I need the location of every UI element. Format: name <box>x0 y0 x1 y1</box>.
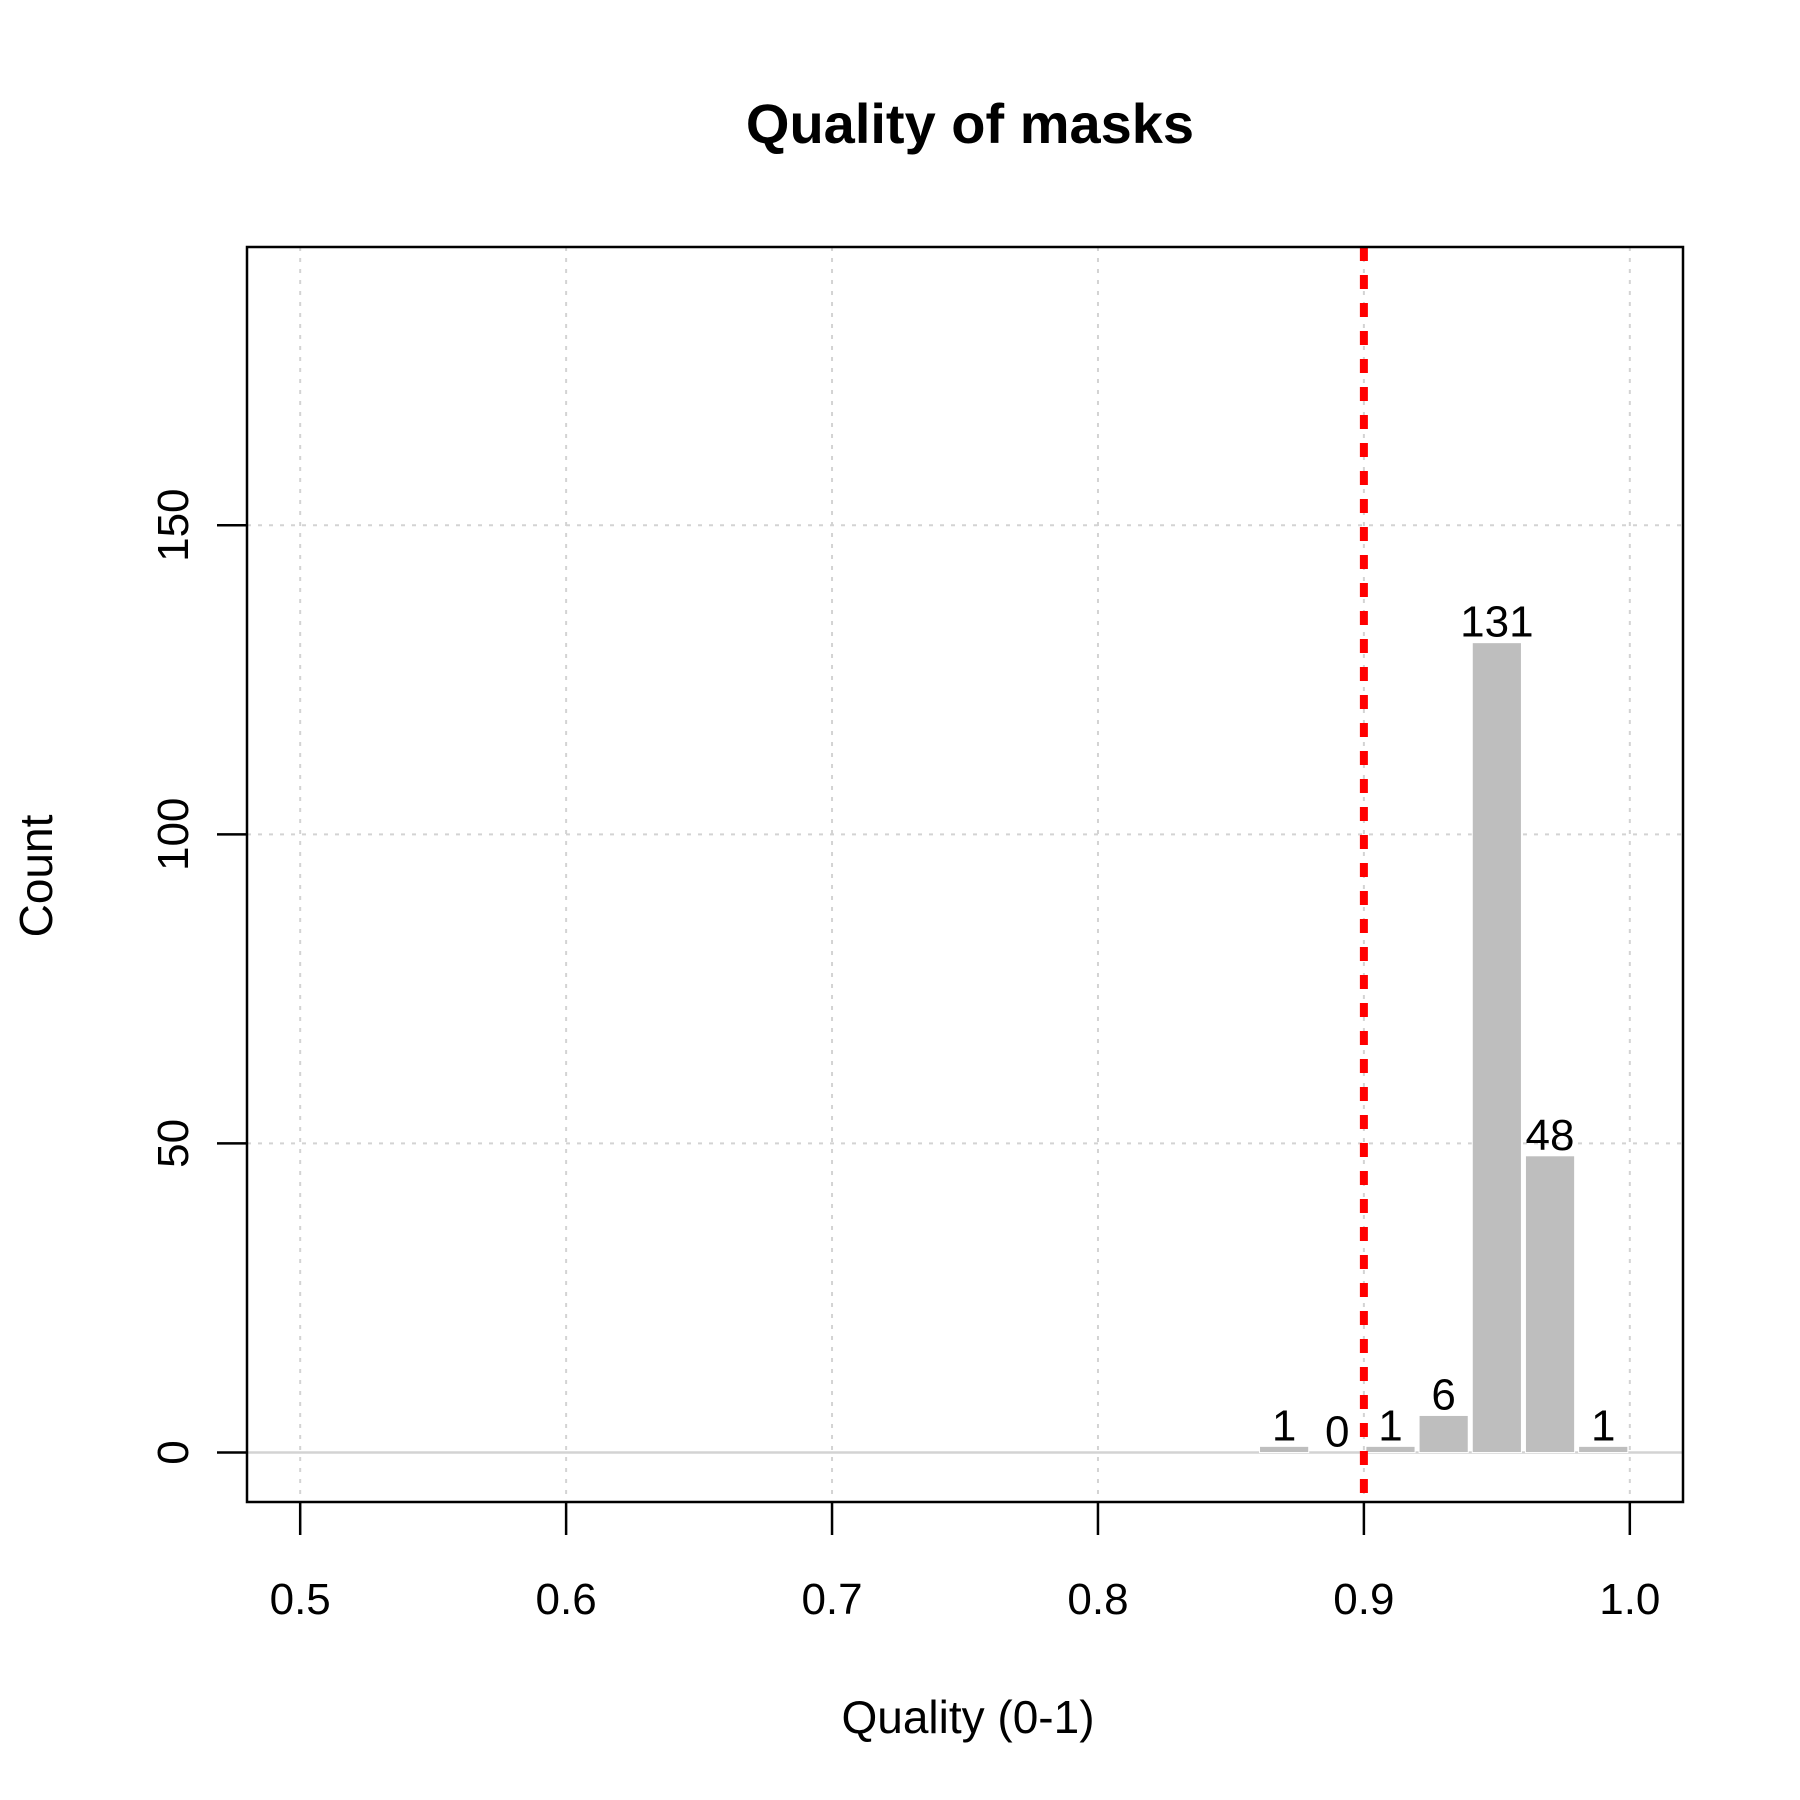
histogram-bar <box>1578 1445 1629 1454</box>
bar-count-label: 1 <box>1378 1401 1402 1450</box>
histogram-bar <box>1471 642 1522 1454</box>
plot-frame <box>245 245 1685 1504</box>
bar-count-label: 1 <box>1591 1401 1615 1450</box>
x-tick-label: 0.7 <box>801 1575 862 1624</box>
bar-count-label: 0 <box>1325 1408 1349 1457</box>
histogram-bar <box>1365 1445 1416 1454</box>
x-tick-label: 0.5 <box>270 1575 331 1624</box>
bar-count-label: 1 <box>1272 1401 1296 1450</box>
grid <box>247 247 1683 1502</box>
y-tick-label: 100 <box>149 798 198 871</box>
x-tick-label: 0.6 <box>536 1575 597 1624</box>
histogram-bar <box>1418 1414 1469 1454</box>
y-axis: 0 50 100 150 <box>149 488 247 1465</box>
bar-count-label: 6 <box>1431 1370 1455 1419</box>
bar-count-label: 48 <box>1526 1111 1575 1160</box>
x-tick-label: 0.9 <box>1333 1575 1394 1624</box>
histogram-bar <box>1259 1445 1310 1454</box>
histogram-bar <box>1524 1155 1576 1454</box>
x-tick-label: 0.8 <box>1067 1575 1128 1624</box>
y-tick-label: 150 <box>149 488 198 561</box>
y-tick-label: 0 <box>149 1440 198 1464</box>
bar-count-label: 131 <box>1460 598 1533 647</box>
y-tick-label: 50 <box>149 1119 198 1168</box>
x-axis: 0.5 0.6 0.7 0.8 0.9 1.0 <box>270 1502 1660 1624</box>
x-axis-label: Quality (0-1) <box>841 1691 1094 1743</box>
x-tick-label: 1.0 <box>1599 1575 1660 1624</box>
chart-title: Quality of masks <box>746 92 1194 155</box>
y-axis-label: Count <box>10 814 62 937</box>
